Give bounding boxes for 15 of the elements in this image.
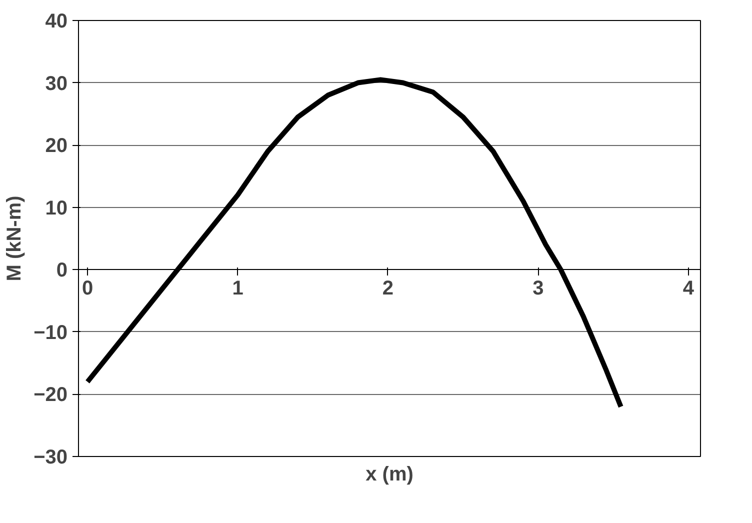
y-tick-label: −10 — [34, 322, 68, 344]
y-tick-label: 10 — [45, 197, 68, 220]
x-tick-label: 0 — [82, 278, 94, 300]
x-axis-title: x (m) — [366, 464, 414, 486]
x-tick-label: 2 — [382, 278, 394, 300]
x-tick-label: 4 — [682, 278, 695, 300]
y-tick-label: −20 — [34, 384, 68, 406]
y-tick-label: 30 — [45, 72, 68, 95]
y-tick-label: 20 — [45, 135, 68, 158]
x-tick-label: 1 — [232, 278, 244, 300]
y-tick-label: 0 — [56, 260, 68, 282]
y-tick-label: 40 — [45, 10, 68, 32]
y-axis-title: M (kN-m) — [4, 196, 26, 282]
x-tick-label: 3 — [532, 278, 544, 300]
y-tick-label: −30 — [34, 446, 68, 468]
